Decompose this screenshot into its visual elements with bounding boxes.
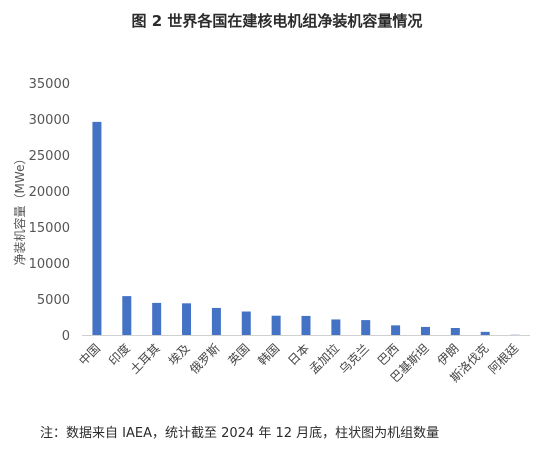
y-axis-label: 净装机容量（MWe） (12, 153, 27, 266)
x-tick-label: 孟加拉 (306, 341, 342, 377)
bar-11 (420, 326, 430, 335)
y-tick-label: 0 (62, 329, 70, 344)
bar-9 (361, 320, 371, 335)
y-tick-label: 25000 (29, 149, 70, 164)
bar-6 (271, 315, 281, 335)
bar-4 (211, 307, 221, 335)
y-tick-label: 10000 (29, 257, 70, 272)
bar-8 (331, 319, 341, 335)
x-tick-label: 俄罗斯 (187, 341, 222, 376)
y-tick-label: 35000 (29, 77, 70, 92)
chart-title: 图 2 世界各国在建核电机组净装机容量情况 (131, 12, 423, 30)
bar-2 (152, 302, 162, 335)
bar-7 (301, 315, 311, 335)
y-tick-label: 30000 (29, 113, 70, 128)
bars (92, 121, 520, 336)
bar-5 (241, 311, 251, 335)
bar-1 (122, 296, 132, 335)
x-tick-label: 土耳其 (127, 341, 162, 376)
bar-10 (391, 325, 401, 335)
x-tick-label: 乌克兰 (336, 341, 372, 377)
y-tick-label: 5000 (37, 293, 70, 308)
bar-0 (92, 121, 102, 335)
bar-12 (450, 328, 460, 335)
y-tick-label: 15000 (29, 221, 70, 236)
bar-3 (182, 303, 192, 335)
bar-13 (480, 331, 490, 335)
footnote: 注：数据来自 IAEA，统计截至 2024 年 12 月底，柱状图为机组数量 (40, 426, 440, 441)
y-tick-label: 20000 (29, 185, 70, 200)
x-tick-label: 阿根廷 (486, 341, 521, 376)
x-tick-label: 中国 (75, 341, 103, 369)
x-tick-label: 英国 (226, 341, 253, 368)
y-axis-ticks: 0 5000 10000 15000 20000 25000 30000 35000 (29, 77, 70, 344)
x-tick-label: 韩国 (255, 341, 283, 369)
